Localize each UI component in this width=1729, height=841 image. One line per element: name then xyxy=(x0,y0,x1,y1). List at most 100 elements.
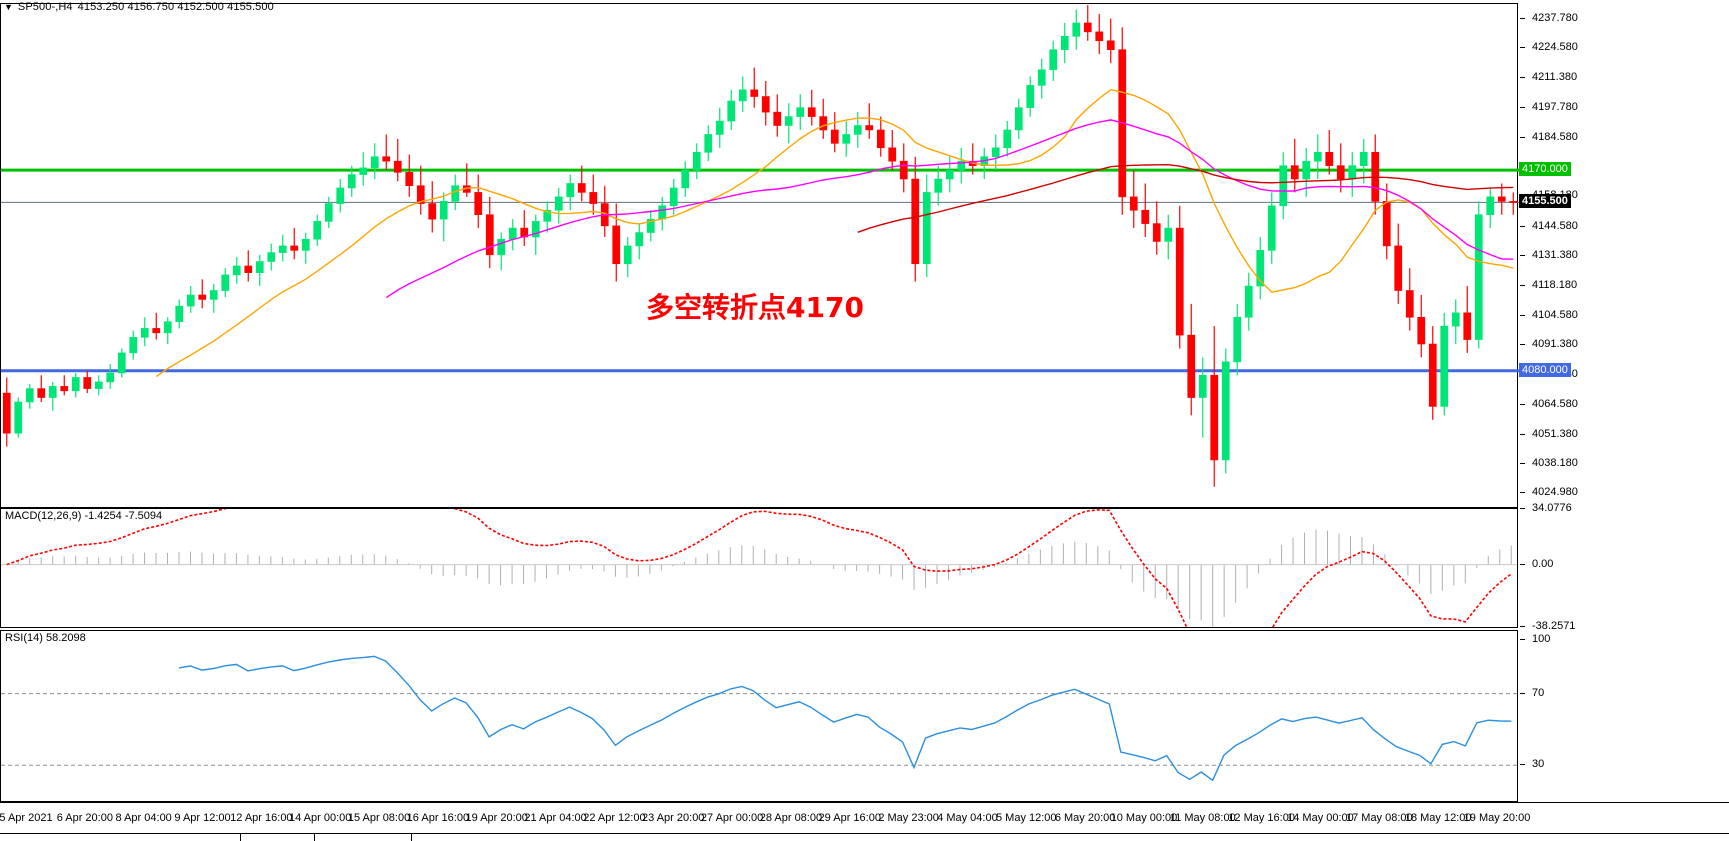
candle xyxy=(1129,170,1138,229)
candle xyxy=(359,152,368,186)
candle xyxy=(313,214,322,246)
time-axis-label: 19 Apr 20:00 xyxy=(465,812,528,824)
macd-pane[interactable]: MACD(12,26,9) -1.4254 -7.5094 xyxy=(0,508,1518,628)
resistance-level-badge[interactable]: 4170.000 xyxy=(1519,162,1571,177)
time-axis-label: 10 May 00:00 xyxy=(1110,812,1178,824)
price-axis[interactable]: 4237.780 4224.580 4211.380 4197.780 4184.580… xyxy=(1518,3,1729,508)
candle xyxy=(209,283,218,313)
time-axis-label: 5 Apr 2021 xyxy=(0,812,53,824)
macd-axis-tick xyxy=(1520,563,1525,565)
rsi-plot xyxy=(1,655,1517,782)
candle xyxy=(1003,121,1012,157)
ma-mid-line xyxy=(385,119,1514,299)
candle xyxy=(980,147,989,180)
ohlc-values-label: 4153.250 4156.750 4152.500 4155.500 xyxy=(77,1,274,13)
candle xyxy=(1198,357,1207,438)
candle xyxy=(37,375,46,402)
candle xyxy=(704,125,713,162)
support-level-badge[interactable]: 4080.000 xyxy=(1519,362,1571,377)
candle xyxy=(911,156,920,282)
candle xyxy=(1106,18,1115,64)
window-bottom-strip xyxy=(0,833,1729,841)
candle xyxy=(738,76,747,113)
candle xyxy=(163,317,172,345)
time-axis-label: 8 Apr 04:00 xyxy=(115,812,172,824)
macd-signal-line xyxy=(6,509,1512,627)
candle xyxy=(1095,14,1104,55)
candle xyxy=(48,381,57,411)
candle xyxy=(370,143,379,180)
last-price-badge[interactable]: 4155.500 xyxy=(1519,194,1571,209)
price-axis-tick xyxy=(1520,492,1525,494)
candle xyxy=(784,103,793,144)
candle xyxy=(336,179,345,213)
time-axis-label: 2 May 23:00 xyxy=(878,812,939,824)
rsi-axis-label: 30 xyxy=(1532,758,1545,771)
candle xyxy=(1451,299,1460,345)
price-axis-tick xyxy=(1520,344,1525,346)
time-axis-label: 18 May 12:00 xyxy=(1404,812,1472,824)
candle xyxy=(221,268,230,298)
candle xyxy=(899,143,908,193)
price-axis-label: 4024.980 xyxy=(1532,486,1578,499)
time-axis-label: 6 May 20:00 xyxy=(1054,812,1116,824)
ma-slow-line xyxy=(857,163,1514,233)
taskbar-item-2[interactable] xyxy=(314,834,412,841)
price-axis-tick xyxy=(1520,314,1525,316)
candle xyxy=(152,312,161,340)
price-axis-tick xyxy=(1520,136,1525,138)
candle xyxy=(761,80,770,126)
candle xyxy=(1428,326,1437,420)
candle xyxy=(830,112,839,153)
candle xyxy=(531,214,540,255)
candle xyxy=(577,165,586,202)
candle xyxy=(106,364,115,389)
candle xyxy=(842,121,851,157)
price-axis-label: 4237.780 xyxy=(1532,11,1578,24)
chart-header: ▼ SP500-,H4 4153.250 4156.750 4152.500 4… xyxy=(0,0,1729,14)
candle xyxy=(715,107,724,148)
price-chart-pane[interactable]: 多空转折点4170 xyxy=(0,3,1519,508)
candle xyxy=(1118,27,1127,215)
candle xyxy=(727,89,736,130)
rsi-line xyxy=(178,655,1512,782)
candle xyxy=(1279,152,1288,220)
macd-plot xyxy=(1,509,1517,627)
candle xyxy=(945,156,954,193)
taskbar-item-1[interactable] xyxy=(240,834,316,841)
candle xyxy=(1348,152,1357,197)
price-axis-label: 4104.580 xyxy=(1532,308,1578,321)
candle xyxy=(324,196,333,229)
candle xyxy=(1141,183,1150,237)
candle xyxy=(129,330,138,360)
candle xyxy=(566,174,575,211)
price-axis-label: 4211.380 xyxy=(1532,70,1578,83)
candle xyxy=(1290,138,1299,193)
candle xyxy=(117,348,126,378)
candle xyxy=(865,103,874,139)
candle xyxy=(796,94,805,130)
candle xyxy=(773,94,782,137)
rsi-pane[interactable]: RSI(14) 58.2098 xyxy=(0,630,1518,802)
collapse-caret-icon[interactable]: ▼ xyxy=(4,1,13,12)
price-axis-tick xyxy=(1520,255,1525,257)
candle xyxy=(393,138,402,182)
price-axis-tick xyxy=(1520,76,1525,78)
time-axis-label: 27 Apr 00:00 xyxy=(700,812,764,824)
candle xyxy=(244,250,253,282)
candle xyxy=(71,372,80,398)
candle xyxy=(612,203,621,282)
candle xyxy=(543,201,552,233)
price-axis-label: 4184.580 xyxy=(1532,130,1578,143)
candle xyxy=(1336,143,1345,193)
candle xyxy=(681,161,690,197)
candle xyxy=(14,397,23,438)
candle xyxy=(1175,205,1184,349)
candle xyxy=(1221,348,1230,474)
candle xyxy=(1233,303,1242,376)
time-axis-label: 9 Apr 12:00 xyxy=(174,812,231,824)
candle xyxy=(175,299,184,329)
time-axis-label: 28 Apr 08:00 xyxy=(759,812,823,824)
candle xyxy=(60,375,69,396)
price-axis-label: 4038.180 xyxy=(1532,457,1578,469)
